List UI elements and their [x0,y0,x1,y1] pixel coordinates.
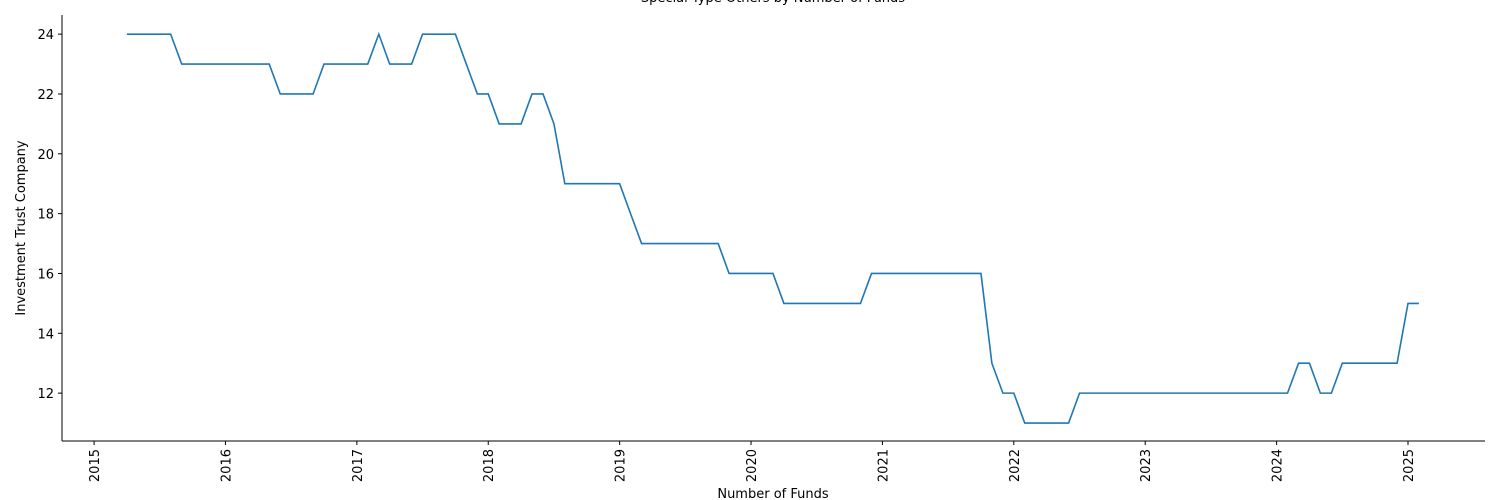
y-axis-label: Investment Trust Company [14,140,29,316]
y-tick-label: 14 [37,327,54,342]
x-tick-label: 2019 [614,449,629,482]
x-tick-label: 2021 [876,449,891,482]
y-tick-label: 24 [37,28,54,43]
x-axis-label: Number of Funds [717,487,829,500]
x-tick-label: 2015 [88,449,103,482]
x-tick-label: 2023 [1139,449,1154,482]
x-tick-label: 2022 [1008,449,1023,482]
x-tick-label: 2020 [745,449,760,482]
x-tick-label: 2025 [1402,449,1417,482]
x-tick-label: 2017 [351,449,366,482]
y-tick-label: 18 [37,208,54,223]
y-tick-label: 16 [37,267,54,282]
y-tick-label: 22 [37,88,54,103]
y-tick-label: 12 [37,387,54,402]
chart-title: Special Type Others by Number of Funds [641,0,905,6]
x-tick-label: 2024 [1271,449,1286,482]
x-tick-label: 2016 [219,449,234,482]
x-tick-label: 2018 [482,449,497,482]
y-tick-label: 20 [37,148,54,163]
data-line [126,31,1419,424]
